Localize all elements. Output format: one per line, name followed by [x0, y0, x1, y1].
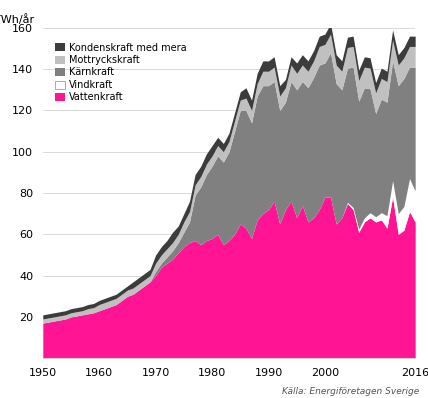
Text: TWh/år: TWh/år	[0, 14, 35, 25]
Text: Källa: Energiföretagen Sverige: Källa: Energiföretagen Sverige	[282, 387, 419, 396]
Legend: Kondenskraft med mera, Mottryckskraft, Kärnkraft, Vindkraft, Vattenkraft: Kondenskraft med mera, Mottryckskraft, K…	[55, 43, 186, 102]
